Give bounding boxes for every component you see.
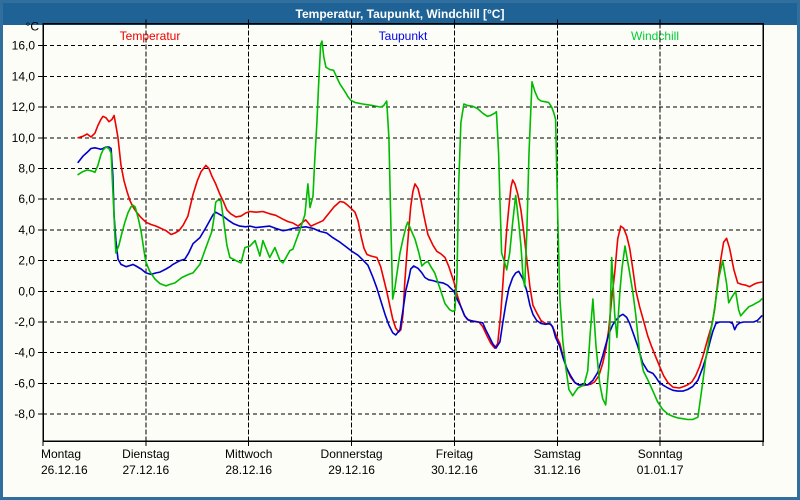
y-tick-label: 12,0	[12, 100, 36, 114]
day-name-label: Samstag	[534, 447, 581, 461]
day-date-label: 26.12.16	[41, 463, 88, 477]
axis-labels: °C 16,0 14,0 12,0 10,0 8,0 6,0 4,0 2,0 0,0 -2,0 -4,…	[12, 20, 684, 478]
y-tick-label: -6,0	[14, 376, 35, 390]
day-name-label: Mittwoch	[225, 447, 272, 461]
y-tick-label: 2,0	[18, 254, 35, 268]
y-tick-label: 4,0	[18, 223, 35, 237]
day-date-label: 30.12.16	[431, 463, 478, 477]
chart-canvas: °C 16,0 14,0 12,0 10,0 8,0 6,0 4,0 2,0 0,0 -2,0 -4,…	[12, 19, 764, 478]
series-temperatur	[77, 114, 763, 389]
data-series	[77, 40, 763, 421]
day-date-label: 28.12.16	[225, 463, 272, 477]
day-name-label: Montag	[41, 447, 81, 461]
day-name-label: Freitag	[436, 447, 473, 461]
title-bar: Temperatur, Taupunkt, Windchill [°C]	[3, 3, 797, 25]
y-tick-label: 8,0	[18, 162, 35, 176]
day-date-label: 31.12.16	[534, 463, 581, 477]
day-name-label: Donnerstag	[321, 447, 383, 461]
y-tick-label: -2,0	[14, 315, 35, 329]
legend-item-windchill: Windchill	[630, 29, 680, 43]
day-date-label: 29.12.16	[328, 463, 375, 477]
y-tick-label: 16,0	[12, 39, 36, 53]
day-name-label: Sonntag	[638, 447, 683, 461]
legend-item-taupunkt: Taupunkt	[378, 29, 428, 43]
axis-ticks	[38, 19, 764, 446]
day-name-label: Dienstag	[122, 447, 169, 461]
y-tick-label: 14,0	[12, 69, 36, 83]
plot-border	[42, 22, 764, 442]
window-title: Temperatur, Taupunkt, Windchill [°C]	[295, 7, 505, 21]
gridlines	[43, 23, 763, 441]
y-tick-label: 0,0	[18, 284, 35, 298]
y-tick-label: 6,0	[18, 192, 35, 206]
y-tick-label: 10,0	[12, 131, 36, 145]
series-taupunkt	[77, 146, 763, 392]
y-tick-label: -4,0	[14, 346, 35, 360]
y-axis-unit-label: °C	[26, 20, 40, 34]
y-tick-label: -8,0	[14, 407, 35, 421]
day-date-label: 27.12.16	[122, 463, 169, 477]
plot-frame	[42, 22, 764, 442]
day-date-label: 01.01.17	[637, 463, 684, 477]
series-windchill	[77, 40, 763, 421]
legend-item-temperatur: Temperatur	[119, 29, 181, 43]
